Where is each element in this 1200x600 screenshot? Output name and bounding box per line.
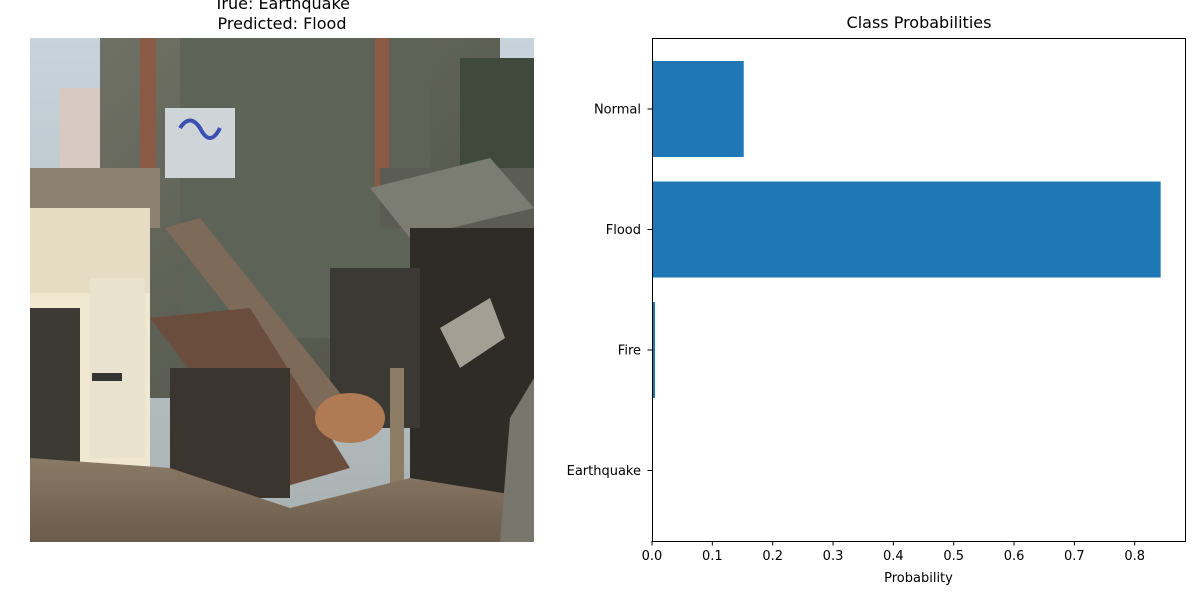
disaster-photo (30, 38, 534, 542)
collapsed-building-image (30, 38, 534, 542)
x-tick-label: 0.1 (702, 549, 723, 564)
bar-normal (652, 61, 744, 157)
bar-flood (652, 181, 1161, 278)
y-tick-label-normal: Normal (594, 103, 641, 118)
bars-group (652, 61, 1161, 519)
predicted-label: Predicted: Flood (217, 14, 347, 33)
x-tick-label: 0.3 (823, 549, 844, 564)
plot-frame (652, 38, 1186, 542)
x-tick-label: 0.4 (883, 549, 904, 564)
chart-title: Class Probabilities (846, 13, 992, 32)
y-tick-label-fire: Fire (618, 344, 641, 359)
x-ticks-group: 0.0 0.1 0.2 0.3 0.4 0.5 0.6 0.7 0.8 (642, 541, 1145, 564)
x-axis-label: Probability (884, 571, 953, 586)
image-title: True: Earthquake Predicted: Flood (30, 0, 534, 34)
x-tick-label: 0.0 (642, 549, 663, 564)
y-tick-label-flood: Flood (606, 223, 641, 238)
x-tick-label: 0.5 (943, 549, 964, 564)
x-tick-label: 0.6 (1004, 549, 1025, 564)
x-tick-label: 0.8 (1124, 549, 1145, 564)
true-label: True: Earthquake (213, 0, 350, 13)
x-tick-label: 0.7 (1064, 549, 1085, 564)
bar-fire (652, 302, 656, 398)
y-ticks-group: Earthquake Fire Flood Normal (567, 103, 652, 479)
y-tick-label-earthquake: Earthquake (567, 464, 641, 479)
x-tick-label: 0.2 (762, 549, 783, 564)
